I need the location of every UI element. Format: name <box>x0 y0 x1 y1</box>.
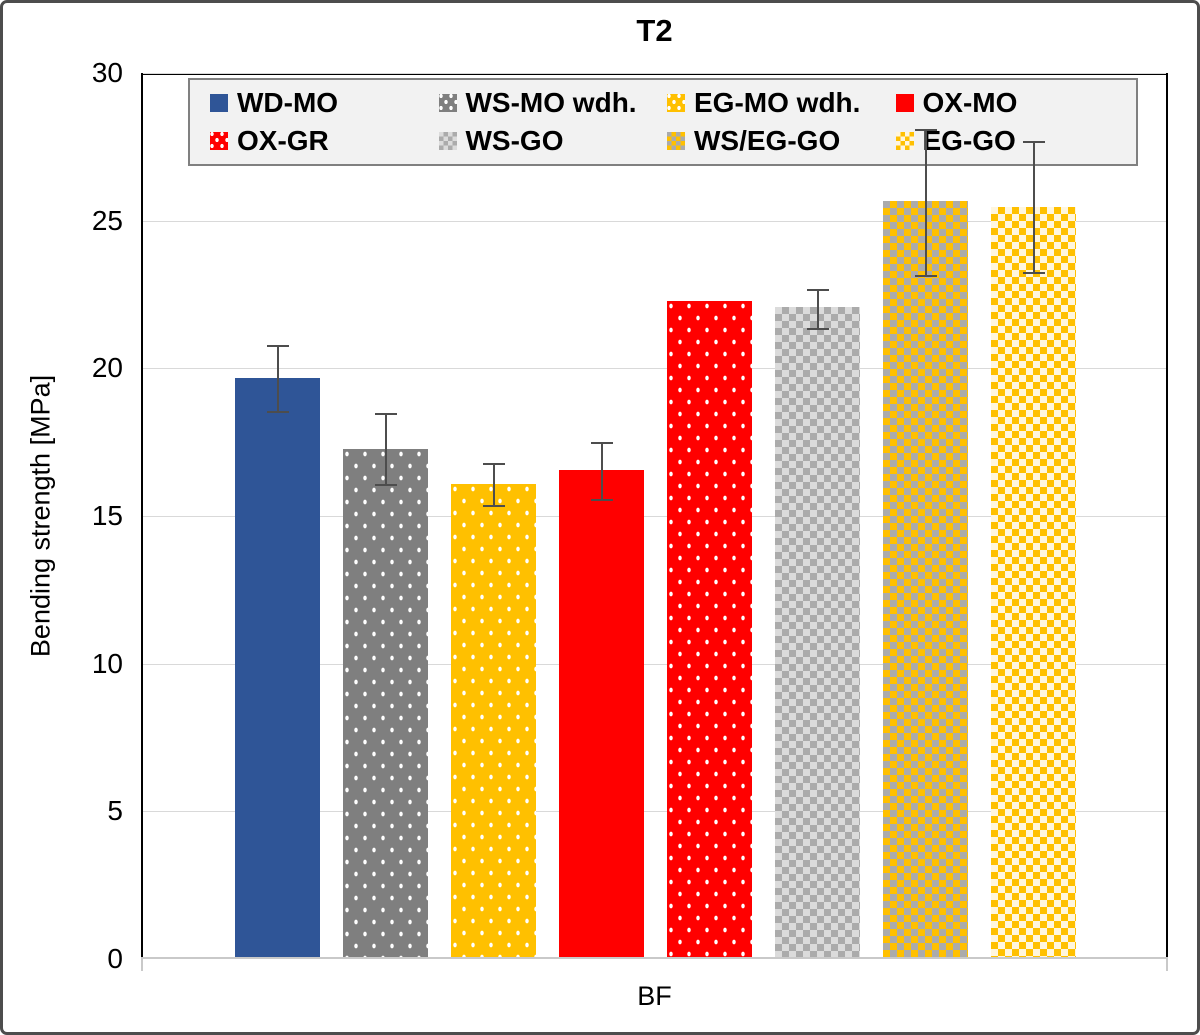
error-bar-cap-top <box>590 442 613 445</box>
error-bar-line <box>600 442 603 502</box>
error-bar-cap-top <box>806 288 829 291</box>
plot-border-top <box>141 73 1168 75</box>
legend-swatch-icon <box>210 132 228 150</box>
y-tick-label-0: 0 <box>107 943 123 974</box>
gridline-15 <box>143 516 1166 517</box>
error-bar-cap-bottom <box>266 410 289 413</box>
y-tick-label-5: 5 <box>107 795 123 827</box>
x-axis-end-tick-left <box>141 959 143 971</box>
y-tick-label-10: 10 <box>91 647 123 679</box>
legend-swatch-icon <box>438 94 457 112</box>
legend-swatch-icon <box>895 94 914 112</box>
x-axis-end-tick-right <box>1166 959 1168 971</box>
error-bar-line <box>276 344 279 413</box>
y-tick-label-15: 15 <box>91 500 123 531</box>
y-tick-label-30: 30 <box>91 57 123 88</box>
legend-label: WD-MO <box>237 87 339 118</box>
legend-label: OX-GR <box>237 125 329 156</box>
legend-item-WS-EG-GO: WS/EG-GO <box>667 125 896 157</box>
x-axis-category-label: BF <box>637 981 672 1011</box>
bar-WS/EG-GO <box>883 200 968 957</box>
y-tick-label-25: 25 <box>91 204 123 236</box>
gridline-20 <box>143 368 1166 370</box>
legend-swatch-icon <box>667 132 685 150</box>
legend-label: WS-MO wdh. <box>465 87 637 118</box>
bar-WS-GO <box>775 307 860 957</box>
error-bar-cap-bottom <box>914 274 937 277</box>
gridline-30 <box>143 73 1166 74</box>
legend-label: WS-GO <box>465 125 564 156</box>
legend-label: OX-MO <box>922 87 1018 118</box>
legend-swatch-icon <box>667 94 685 112</box>
error-bar-cap-bottom <box>374 484 397 487</box>
legend-item-WS-MO-wdh-: WS-MO wdh. <box>438 87 668 119</box>
bar-EG-GO <box>991 206 1076 957</box>
error-bar-line <box>816 288 819 330</box>
error-bar-line <box>1032 140 1035 274</box>
legend-swatch-icon <box>895 132 914 150</box>
error-bar-WS-MO wdh. <box>374 412 397 487</box>
error-bar-cap-bottom <box>1022 271 1045 274</box>
error-bar-WS-GO <box>806 288 829 330</box>
error-bar-cap-top <box>914 129 937 132</box>
plot-area <box>141 73 1168 959</box>
error-bar-WS/EG-GO <box>914 129 937 277</box>
y-tick-label-20: 20 <box>91 352 123 384</box>
error-bar-cap-top <box>374 412 397 415</box>
error-bar-line <box>492 462 495 508</box>
legend-item-WS-GO: WS-GO <box>438 125 668 157</box>
legend-label: EG-GO <box>922 125 1016 156</box>
error-bar-cap-bottom <box>806 327 829 330</box>
legend-swatch-icon <box>210 94 228 112</box>
legend-label: WS/EG-GO <box>694 125 841 156</box>
error-bar-WD-MO <box>266 344 289 413</box>
error-bar-cap-top <box>266 344 289 347</box>
error-bar-EG-GO <box>1022 140 1045 274</box>
legend-item-OX-GR: OX-GR <box>210 125 439 157</box>
bar-EG-MO wdh. <box>451 484 536 957</box>
error-bar-cap-top <box>482 462 505 465</box>
error-bar-line <box>384 412 387 487</box>
error-bar-EG-MO wdh. <box>482 462 505 508</box>
bar-WS-MO wdh. <box>343 449 428 957</box>
error-bar-cap-bottom <box>482 505 505 508</box>
bar-WD-MO <box>235 378 320 957</box>
legend: WD-MO WS-MO wdh. EG-MO wdh. OX-MO OX-GR WS-GO… <box>188 78 1138 166</box>
bar-OX-MO <box>559 469 644 957</box>
legend-swatch-icon <box>438 132 457 150</box>
error-bar-OX-MO <box>590 442 613 502</box>
legend-label: EG-MO wdh. <box>694 87 861 118</box>
gridline-25 <box>143 220 1166 222</box>
gridline-10 <box>143 663 1166 665</box>
gridline-5 <box>143 811 1166 813</box>
legend-item-WD-MO: WD-MO <box>210 87 439 119</box>
plot-border-right <box>1166 73 1168 959</box>
error-bar-cap-bottom <box>590 499 613 502</box>
bar-OX-GR <box>667 301 752 957</box>
legend-item-EG-MO-wdh-: EG-MO wdh. <box>667 87 896 119</box>
error-bar-cap-top <box>1022 140 1045 143</box>
error-bar-line <box>924 129 927 277</box>
chart-title: T2 <box>636 13 673 48</box>
legend-item-EG-GO: EG-GO <box>895 125 1125 157</box>
legend-item-OX-MO: OX-MO <box>895 87 1125 119</box>
y-axis-line <box>141 73 143 959</box>
x-axis-line <box>141 957 1168 959</box>
